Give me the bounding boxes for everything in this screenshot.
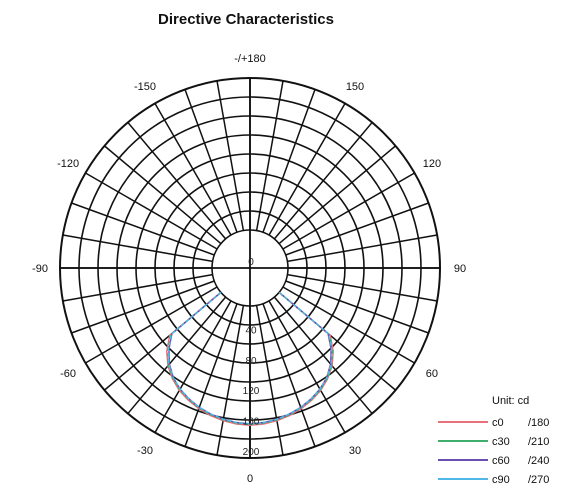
grid-spoke <box>184 89 238 233</box>
radial-label: 40 <box>245 325 257 336</box>
angle-label: -120 <box>57 158 79 170</box>
angle-label: -90 <box>32 263 48 275</box>
legend-label: c30 <box>492 436 510 448</box>
angle-label: -/+180 <box>234 53 266 65</box>
legend: Unit: cd c0/180 c30/210 c60/240 c90/270 <box>438 395 549 486</box>
grid-spoke <box>262 89 316 233</box>
legend-label: c90 <box>492 474 510 486</box>
grid-spoke <box>273 296 373 415</box>
series-layer <box>165 291 335 427</box>
angle-label: -60 <box>60 368 76 380</box>
polar-grid <box>59 77 441 459</box>
grid-spoke <box>62 234 213 263</box>
radial-label: 120 <box>243 386 260 397</box>
angle-labels: 0 30 60 90 120 150 -/+180 -150 -120 -90 -60 -30 <box>32 53 466 485</box>
radial-label: 80 <box>245 356 257 367</box>
grid-spoke <box>85 172 218 250</box>
radial-label: 0 <box>248 257 254 268</box>
grid-spoke <box>282 286 415 364</box>
grid-spoke <box>268 103 346 236</box>
grid-spoke <box>103 145 222 245</box>
legend-label: c0 <box>492 417 504 429</box>
radial-label: 160 <box>243 417 260 428</box>
legend-label: c60 <box>492 455 510 467</box>
grid-spoke <box>85 286 218 364</box>
legend-pair: /210 <box>528 436 549 448</box>
grid-spoke <box>268 300 346 433</box>
grid-spoke <box>154 300 232 433</box>
grid-spoke <box>127 296 227 415</box>
chart-title: Directive Characteristics <box>158 11 334 28</box>
angle-label: 120 <box>423 158 441 170</box>
grid-spoke <box>287 234 438 263</box>
legend-title: Unit: cd <box>492 395 529 407</box>
grid-spoke <box>62 273 213 302</box>
grid-spoke <box>285 280 429 334</box>
angle-label: -30 <box>137 445 153 457</box>
angle-label: -150 <box>134 81 156 93</box>
grid-spoke <box>278 145 397 245</box>
grid-spoke <box>287 273 438 302</box>
grid-spoke <box>273 121 373 240</box>
grid-spoke <box>255 305 284 456</box>
grid-spoke <box>282 172 415 250</box>
angle-label: 90 <box>454 263 466 275</box>
angle-label: 150 <box>346 81 364 93</box>
angle-label: 0 <box>247 473 253 485</box>
legend-pair: /270 <box>528 474 549 486</box>
legend-pair: /240 <box>528 455 549 467</box>
grid-spoke <box>262 303 316 447</box>
legend-items: c0/180 c30/210 c60/240 c90/270 <box>438 417 549 486</box>
radial-label: 200 <box>243 447 260 458</box>
legend-pair: /180 <box>528 417 549 429</box>
grid-spoke <box>154 103 232 236</box>
grid-spoke <box>127 121 227 240</box>
grid-spoke <box>71 202 215 256</box>
grid-spoke <box>184 303 238 447</box>
grid-spoke <box>255 80 284 231</box>
grid-spoke <box>216 80 245 231</box>
grid-spoke <box>216 305 245 456</box>
angle-label: 60 <box>426 368 438 380</box>
grid-spoke <box>71 280 215 334</box>
grid-spoke <box>285 202 429 256</box>
radial-labels: 0 40 80 120 160 200 <box>243 257 260 458</box>
angle-label: 30 <box>349 445 361 457</box>
series-line-c90/270 <box>167 291 333 425</box>
